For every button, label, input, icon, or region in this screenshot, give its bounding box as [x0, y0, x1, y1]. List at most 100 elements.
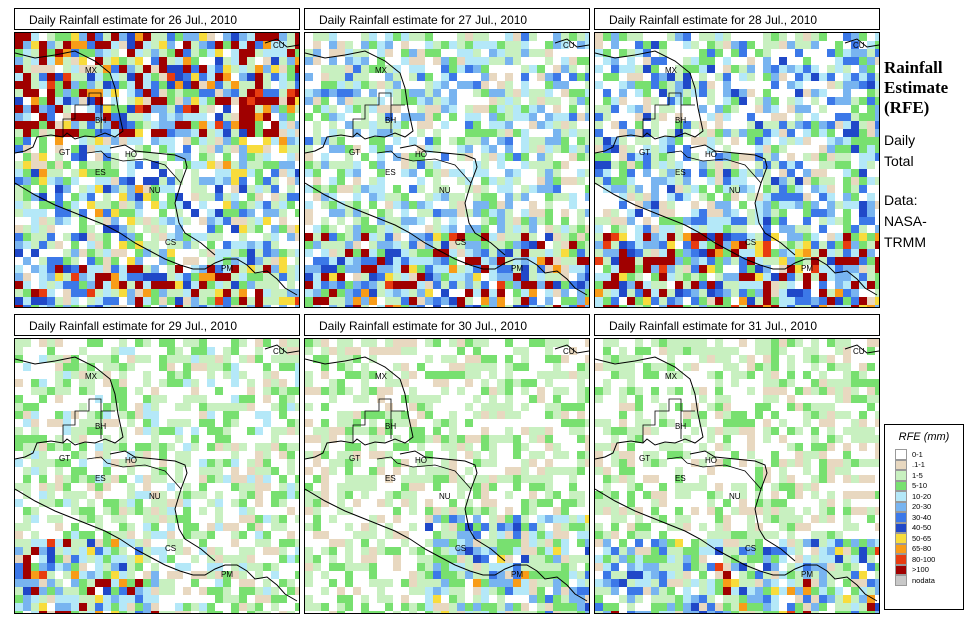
rain-cell	[867, 89, 875, 97]
rain-cell	[63, 475, 71, 483]
rain-cell	[497, 233, 505, 241]
rain-cell	[827, 185, 835, 193]
rain-cell	[643, 371, 651, 379]
rain-cell	[255, 355, 263, 363]
rain-cell	[79, 89, 87, 97]
rain-cell	[215, 89, 223, 97]
rain-cell	[731, 427, 739, 435]
rain-cell	[409, 185, 417, 193]
rain-cell	[279, 33, 287, 41]
rain-cell	[867, 387, 875, 395]
rain-cell	[529, 555, 537, 563]
rain-cell	[513, 129, 521, 137]
rain-cell	[787, 241, 795, 249]
rain-cell	[63, 73, 71, 81]
rain-cell	[811, 387, 819, 395]
rain-cell	[577, 595, 585, 603]
rain-cell	[449, 105, 457, 113]
rain-cell	[803, 225, 811, 233]
rain-cell	[71, 249, 79, 257]
rain-cell	[449, 97, 457, 105]
rain-cell	[247, 475, 255, 483]
rain-cell	[521, 379, 529, 387]
rain-cell	[175, 113, 183, 121]
rain-cell	[295, 363, 299, 371]
rain-cell	[199, 121, 207, 129]
rain-cell	[859, 97, 867, 105]
rain-cell	[465, 355, 473, 363]
rain-cell	[55, 153, 63, 161]
rain-cell	[707, 305, 715, 307]
rain-cell	[577, 395, 585, 403]
rain-cell	[255, 201, 263, 209]
rain-cell	[779, 57, 787, 65]
rain-cell	[867, 161, 875, 169]
rain-cell	[295, 137, 299, 145]
rain-cell	[231, 265, 239, 273]
rain-cell	[95, 419, 103, 427]
rain-cell	[183, 363, 191, 371]
rain-cell	[239, 563, 247, 571]
rain-cell	[585, 563, 589, 571]
rain-cell	[449, 41, 457, 49]
rain-cell	[159, 547, 167, 555]
rain-cell	[47, 97, 55, 105]
rain-cell	[103, 257, 111, 265]
rain-cell	[739, 411, 747, 419]
rain-cell	[811, 435, 819, 443]
rain-cell	[489, 97, 497, 105]
country-label-cs: CS	[165, 238, 176, 247]
rain-cell	[835, 363, 843, 371]
rain-cell	[867, 281, 875, 289]
country-label-cu: CU	[273, 41, 285, 50]
rain-cell	[811, 97, 819, 105]
rain-cell	[231, 595, 239, 603]
country-borders	[62, 398, 182, 490]
rain-cell	[63, 587, 71, 595]
rain-cell	[433, 435, 441, 443]
rain-cell	[619, 249, 627, 257]
rain-cell	[191, 81, 199, 89]
rain-cell	[39, 451, 47, 459]
rain-cell	[449, 249, 457, 257]
rain-cell	[279, 395, 287, 403]
rain-cell	[255, 475, 263, 483]
rain-cell	[231, 395, 239, 403]
rain-cell	[473, 241, 481, 249]
rain-cell	[151, 289, 159, 297]
rain-cell	[377, 121, 385, 129]
rain-cell	[23, 177, 31, 185]
rain-cell	[715, 169, 723, 177]
rain-cell	[659, 217, 667, 225]
rain-cell	[635, 193, 643, 201]
rain-cell	[553, 571, 561, 579]
rain-cell	[683, 65, 691, 73]
rain-cell	[167, 177, 175, 185]
rain-cell	[481, 363, 489, 371]
rain-cell	[553, 81, 561, 89]
rain-cell	[401, 121, 409, 129]
rain-cell	[223, 297, 231, 305]
rain-cell	[159, 105, 167, 113]
rain-cell	[659, 153, 667, 161]
rain-cell	[385, 579, 393, 587]
rain-cell	[377, 499, 385, 507]
rain-cell	[199, 289, 207, 297]
rain-cell	[497, 177, 505, 185]
rain-cell	[55, 305, 63, 307]
rain-cell	[337, 73, 345, 81]
rain-cell	[87, 241, 95, 249]
rain-cell	[859, 297, 867, 305]
rain-cell	[675, 403, 683, 411]
rain-cell	[119, 273, 127, 281]
rain-cell	[521, 217, 529, 225]
rain-cell	[223, 427, 231, 435]
rain-cell	[15, 65, 23, 73]
rain-cell	[167, 281, 175, 289]
rain-cell	[279, 41, 287, 49]
rain-cell	[545, 185, 553, 193]
rain-cell	[385, 73, 393, 81]
rain-cell	[643, 305, 651, 307]
rain-cell	[255, 129, 263, 137]
rain-cell	[63, 209, 71, 217]
